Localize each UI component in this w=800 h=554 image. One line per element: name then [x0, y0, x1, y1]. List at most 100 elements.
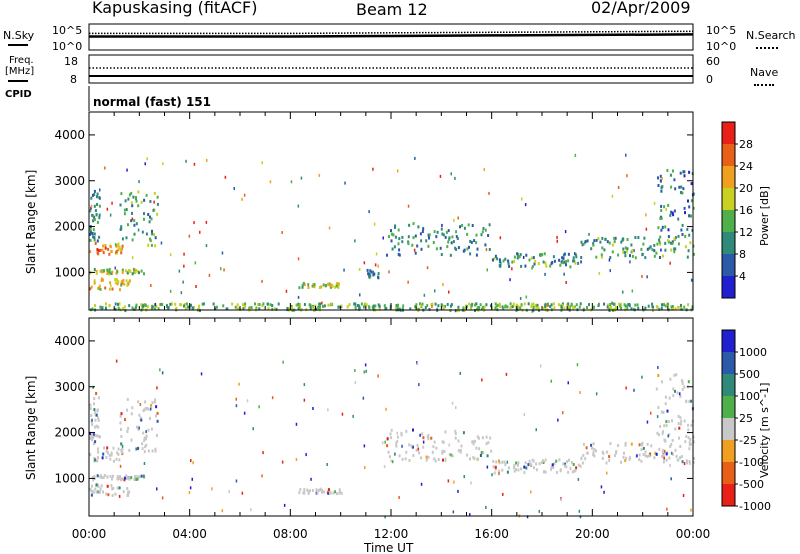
velocity-cell	[364, 363, 367, 367]
power-cell	[570, 303, 573, 307]
velocity-cell	[114, 492, 117, 496]
velocity-cell	[93, 408, 96, 412]
power-cell	[407, 242, 410, 246]
velocity-cell	[540, 460, 543, 464]
velocity-cell	[395, 441, 398, 445]
power-cell	[687, 249, 690, 253]
power-cell	[440, 227, 443, 231]
velocity-range-tick-label: 2000	[54, 426, 85, 440]
velocity-cell	[418, 451, 421, 455]
velocity-cell	[92, 385, 94, 389]
velocity-cell	[572, 463, 575, 466]
power-cell	[655, 251, 658, 255]
velocity-cell	[118, 494, 121, 498]
velocity-cell	[657, 366, 659, 369]
power-cell	[281, 231, 283, 234]
power-cell	[104, 244, 107, 247]
velocity-cell	[93, 474, 96, 478]
velocity-cell	[394, 452, 396, 456]
power-cell	[184, 306, 187, 310]
power-cell	[590, 247, 593, 251]
power-cell	[120, 192, 123, 196]
power-cell	[501, 305, 504, 309]
power-cell	[657, 184, 660, 187]
power-cell	[673, 247, 676, 251]
power-cell	[100, 279, 103, 282]
power-cell	[481, 230, 484, 234]
power-cell	[621, 237, 624, 241]
velocity-cell	[120, 451, 123, 455]
velocity-cell	[241, 491, 244, 495]
power-cell	[329, 283, 332, 287]
power-cell	[95, 213, 98, 217]
power-cell	[542, 260, 545, 264]
velocity-cell	[150, 427, 153, 431]
power-cell	[421, 230, 424, 233]
power-cell	[120, 283, 123, 287]
power-cell	[414, 304, 417, 308]
velocity-cell	[601, 456, 604, 460]
power-cell	[99, 248, 102, 252]
velocity-cell	[681, 387, 684, 391]
velocity-cell	[125, 474, 128, 478]
power-cell	[519, 297, 522, 300]
power-cell	[611, 194, 614, 198]
power-cell	[413, 248, 416, 252]
velocity-cell	[317, 489, 320, 492]
power-cell	[114, 302, 117, 306]
velocity-cell	[638, 453, 641, 457]
power-cell	[374, 304, 377, 308]
power-cell	[626, 174, 628, 178]
velocity-cell	[319, 487, 322, 491]
velocity-cell	[118, 486, 121, 490]
velocity-range-tick-label: 1000	[54, 471, 85, 485]
velocity-cell	[94, 458, 97, 462]
power-cell	[522, 255, 525, 259]
power-cell	[534, 303, 537, 307]
velocity-cell	[525, 466, 528, 470]
velocity-cell	[605, 450, 608, 454]
velocity-cell	[127, 426, 130, 430]
velocity-cell	[665, 424, 668, 428]
power-cell	[563, 272, 565, 276]
velocity-cell	[688, 441, 691, 445]
velocity-cell	[133, 478, 136, 482]
velocity-cell	[451, 454, 454, 458]
power-cell	[157, 307, 160, 311]
noise-panel: 10^5 10^0 10^5 10^0	[52, 23, 736, 53]
velocity-cell	[134, 477, 137, 481]
velocity-cell	[669, 464, 671, 468]
power-cell	[563, 260, 566, 264]
velocity-cell	[513, 469, 516, 473]
power-cell	[114, 307, 117, 311]
velocity-cell	[96, 459, 99, 463]
velocity-cell	[567, 381, 569, 385]
power-cell	[544, 272, 546, 276]
velocity-cell	[623, 451, 625, 455]
velocity-cell	[675, 454, 678, 458]
nsky-label: N.Sky	[3, 29, 35, 42]
power-cell	[552, 255, 555, 259]
velocity-cell	[154, 449, 157, 453]
power-cell	[116, 244, 119, 248]
velocity-cell	[462, 431, 465, 435]
velocity-cell	[147, 428, 150, 432]
power-cell	[135, 222, 138, 226]
velocity-cell	[498, 469, 501, 473]
power-cell	[271, 304, 274, 307]
power-cell	[494, 302, 497, 306]
power-cell	[93, 218, 96, 222]
power-cell	[690, 182, 693, 186]
power-cell	[412, 222, 415, 226]
velocity-cell	[679, 445, 682, 448]
velocity-cell	[416, 362, 419, 366]
power-cell	[108, 270, 111, 274]
velocity-cell	[117, 447, 120, 451]
velocity-cell	[568, 458, 570, 462]
power-cell	[91, 193, 94, 197]
power-cell	[90, 206, 92, 210]
power-colorbar-tick-label: 12	[739, 226, 753, 239]
velocity-cell	[155, 433, 158, 437]
power-cell	[592, 242, 595, 246]
velocity-cell	[472, 440, 475, 444]
